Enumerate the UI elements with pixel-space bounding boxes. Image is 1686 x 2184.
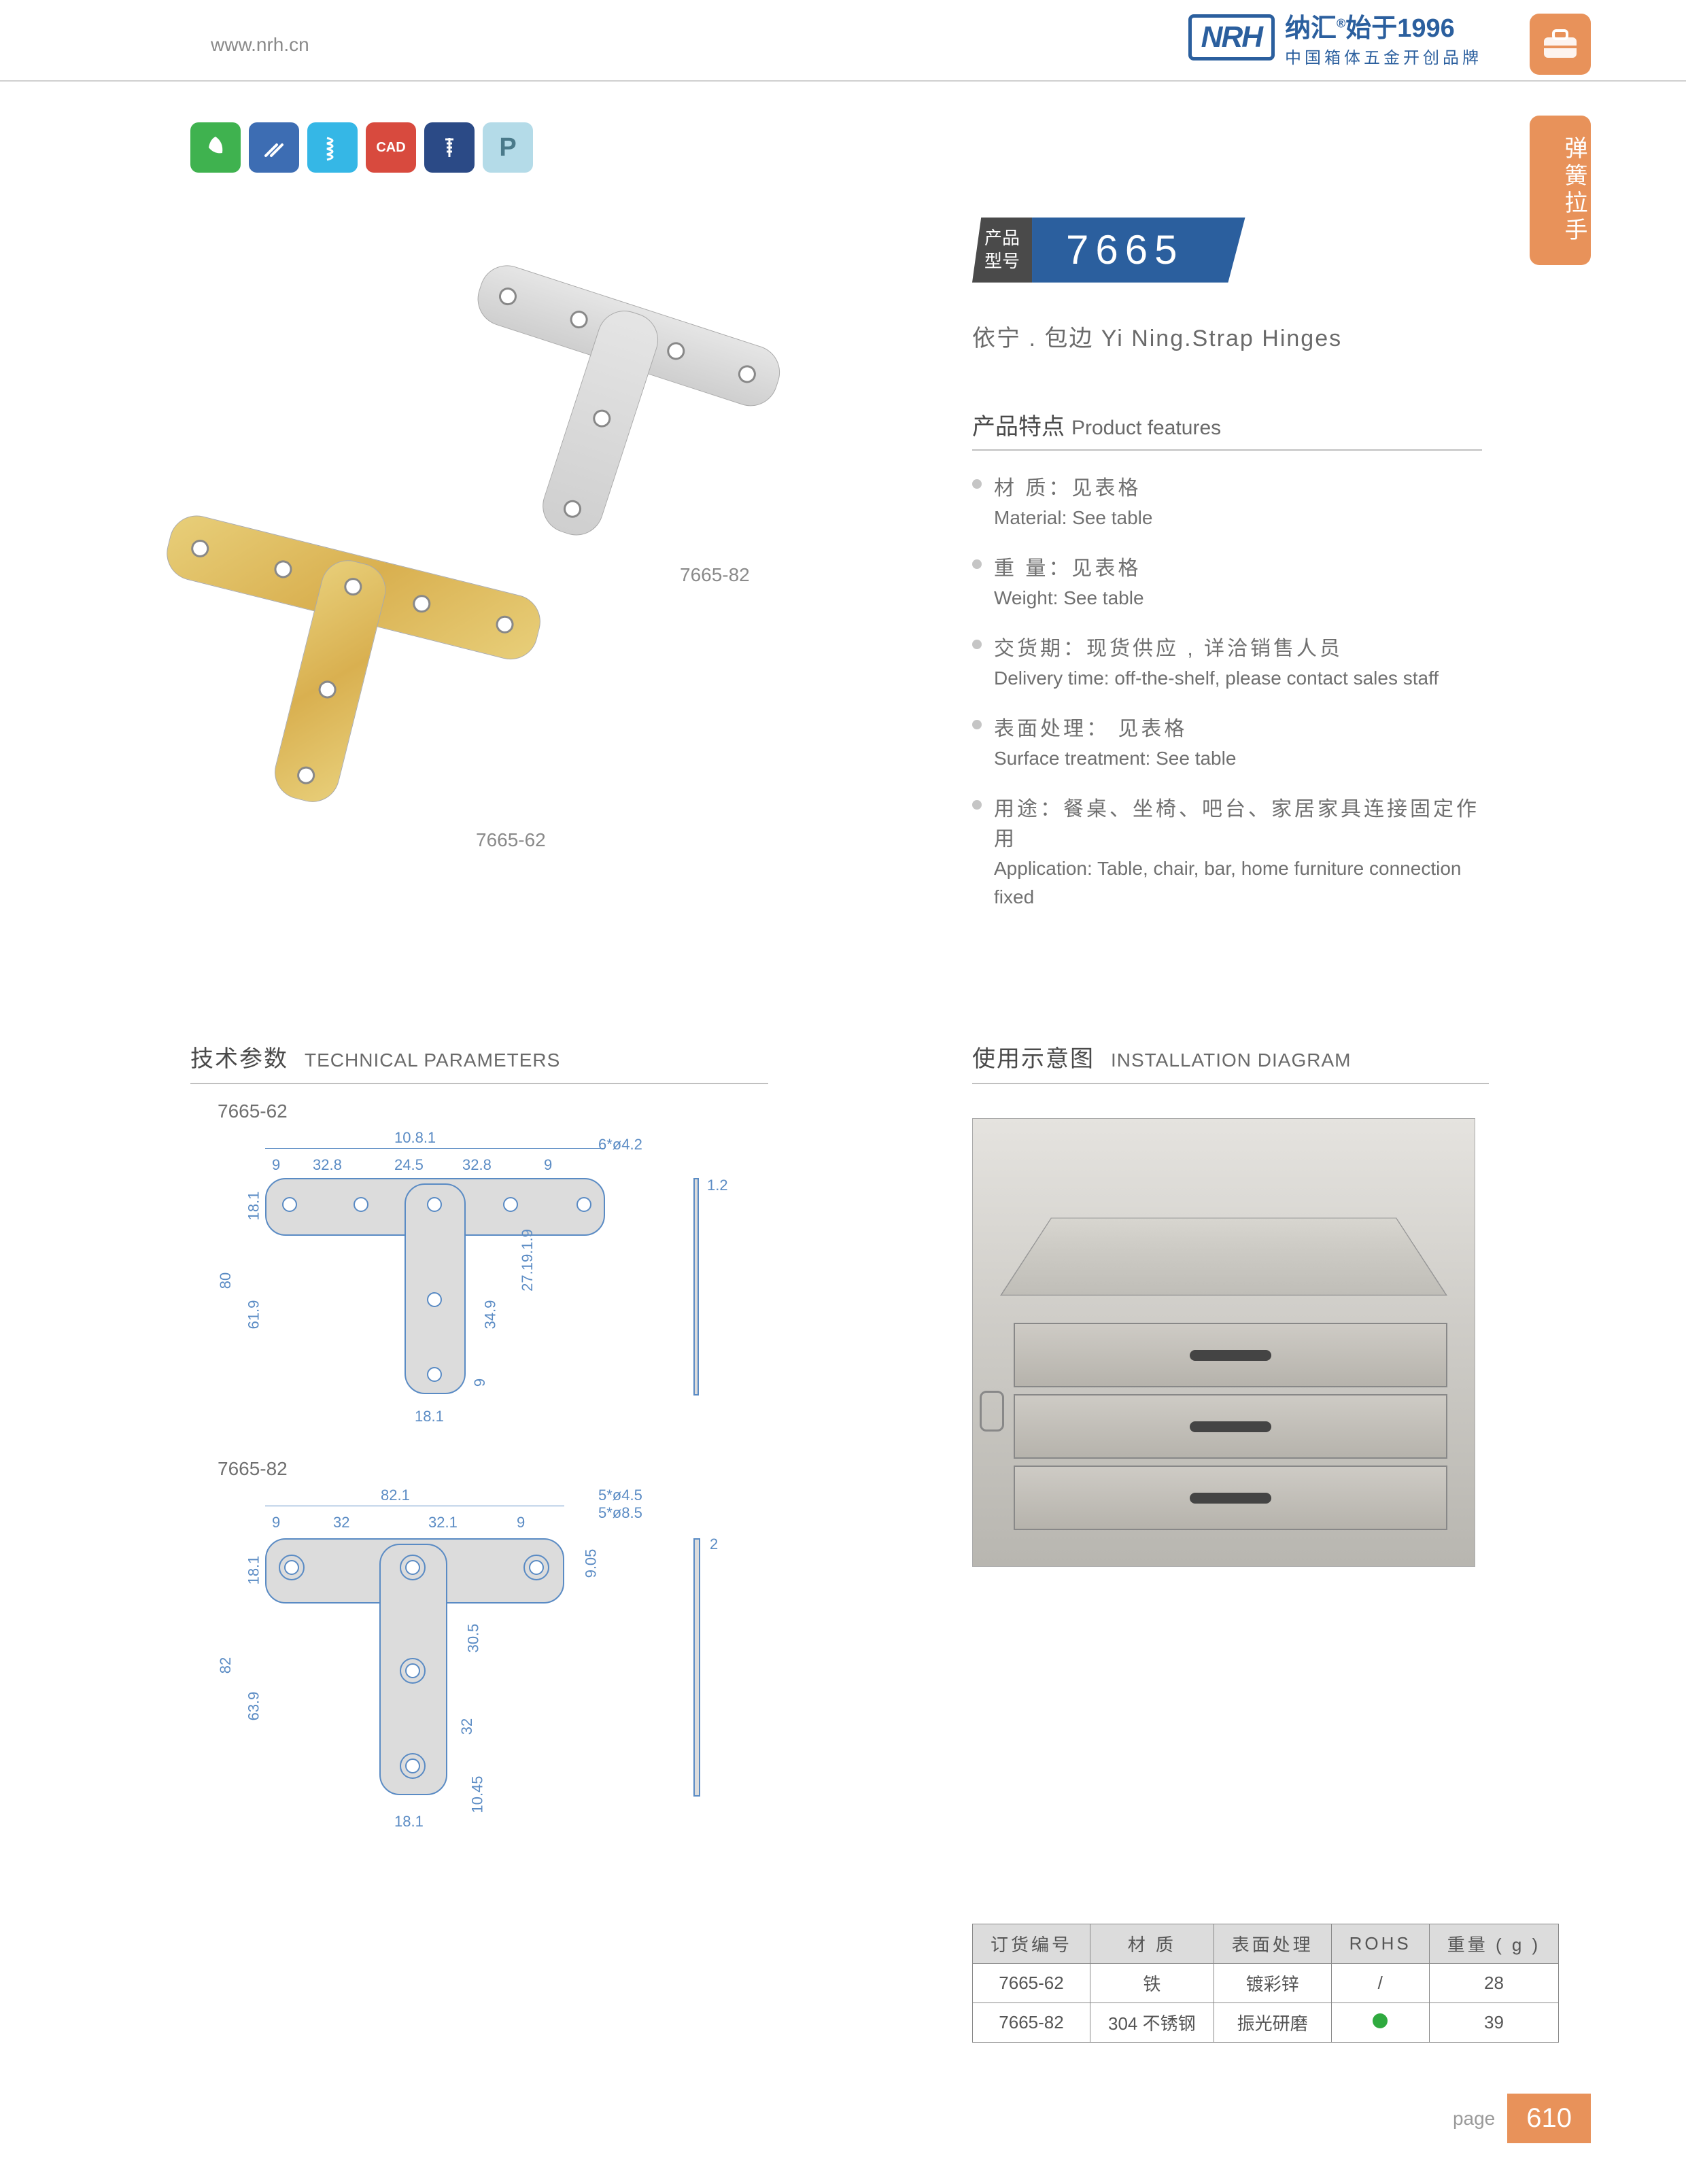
tech-drawing-2: 82.1 5*ø4.5 5*ø8.5 9 32 32.1 9 82 18.1 6… (204, 1487, 768, 1854)
th-rohs: ROHS (1331, 1924, 1429, 1964)
category-tab: 弹簧拉手 (1530, 116, 1591, 265)
page-number: 610 (1507, 2094, 1591, 2143)
site-url: www.nrh.cn (211, 34, 309, 56)
feature-item: 表面处理： 见表格Surface treatment: See table (972, 712, 1482, 773)
leaf-icon (190, 122, 241, 173)
diagram-label-2: 7665-82 (218, 1458, 768, 1480)
installation-diagram: 使用示意图INSTALLATION DIAGRAM (972, 1040, 1489, 1567)
tools-icon (249, 122, 299, 173)
cell-surface: 镀彩锌 (1214, 1964, 1331, 2003)
brand-logo: NRH 纳汇®始于1996 中国箱体五金开创品牌 (1188, 7, 1482, 68)
brand-tagline: 中国箱体五金开创品牌 (1285, 44, 1482, 68)
tech-drawing-1: 10.8.1 6*ø4.2 9 32.8 24.5 32.8 9 80 18.1… (204, 1129, 768, 1442)
brand-name: 纳汇®始于1996 (1285, 7, 1482, 44)
page-footer: page 610 (1441, 2094, 1591, 2143)
product-subtitle: 依宁 . 包边 Yi Ning.Strap Hinges (972, 319, 1342, 353)
tech-heading: 技术参数TECHNICAL PARAMETERS (190, 1040, 768, 1084)
cell-rohs (1331, 2003, 1429, 2043)
installation-photo (972, 1118, 1475, 1567)
p-icon: P (483, 122, 533, 173)
cell-code: 7665-82 (973, 2003, 1090, 2043)
install-heading: 使用示意图INSTALLATION DIAGRAM (972, 1040, 1489, 1084)
model-prefix-1: 产品 (984, 227, 1020, 250)
th-weight: 重量 ( g ) (1429, 1924, 1558, 1964)
page-header: www.nrh.cn NRH 纳汇®始于1996 中国箱体五金开创品牌 (0, 0, 1686, 82)
th-material: 材 质 (1090, 1924, 1214, 1964)
product-features: 产品特点Product features 材 质：见表格Material: Se… (972, 408, 1482, 931)
diagram-label-1: 7665-62 (218, 1100, 768, 1122)
photo-label-silver: 7665-82 (680, 564, 750, 586)
table-row: 7665-82 304 不锈钢 振光研磨 39 (973, 2003, 1559, 2043)
feature-icon-row: CAD P (190, 122, 533, 173)
product-photo-area: 7665-82 7665-62 (204, 238, 816, 782)
technical-parameters: 技术参数TECHNICAL PARAMETERS 7665-62 10.8.1 … (190, 1040, 768, 1854)
rohs-dot-icon (1373, 2013, 1388, 2028)
cell-weight: 28 (1429, 1964, 1558, 2003)
cell-rohs: / (1331, 1964, 1429, 2003)
toolbox-icon (1530, 14, 1591, 75)
spring-icon (307, 122, 358, 173)
cad-icon: CAD (366, 122, 416, 173)
table-header-row: 订货编号 材 质 表面处理 ROHS 重量 ( g ) (973, 1924, 1559, 1964)
cell-material: 铁 (1090, 1964, 1214, 2003)
screw-icon (424, 122, 475, 173)
cell-code: 7665-62 (973, 1964, 1090, 2003)
spec-table: 订货编号 材 质 表面处理 ROHS 重量 ( g ) 7665-62 铁 镀彩… (972, 1924, 1559, 2043)
features-heading: 产品特点Product features (972, 408, 1482, 451)
cell-weight: 39 (1429, 2003, 1558, 2043)
model-number: 7665 (1032, 218, 1245, 283)
cell-material: 304 不锈钢 (1090, 2003, 1214, 2043)
th-code: 订货编号 (973, 1924, 1090, 1964)
feature-item: 材 质：见表格Material: See table (972, 471, 1482, 532)
model-prefix-2: 型号 (984, 250, 1020, 273)
cell-surface: 振光研磨 (1214, 2003, 1331, 2043)
feature-item: 用途：餐桌、坐椅、吧台、家居家具连接固定作用Application: Table… (972, 792, 1482, 912)
photo-label-gold: 7665-62 (476, 829, 546, 851)
th-surface: 表面处理 (1214, 1924, 1331, 1964)
feature-item: 重 量：见表格Weight: See table (972, 551, 1482, 612)
logo-abbr: NRH (1188, 14, 1275, 60)
model-number-badge: 产品 型号 7665 (972, 218, 1245, 283)
table-row: 7665-62 铁 镀彩锌 / 28 (973, 1964, 1559, 2003)
feature-item: 交货期：现货供应 , 详洽销售人员Delivery time: off-the-… (972, 631, 1482, 693)
page-label: page (1441, 2108, 1507, 2130)
